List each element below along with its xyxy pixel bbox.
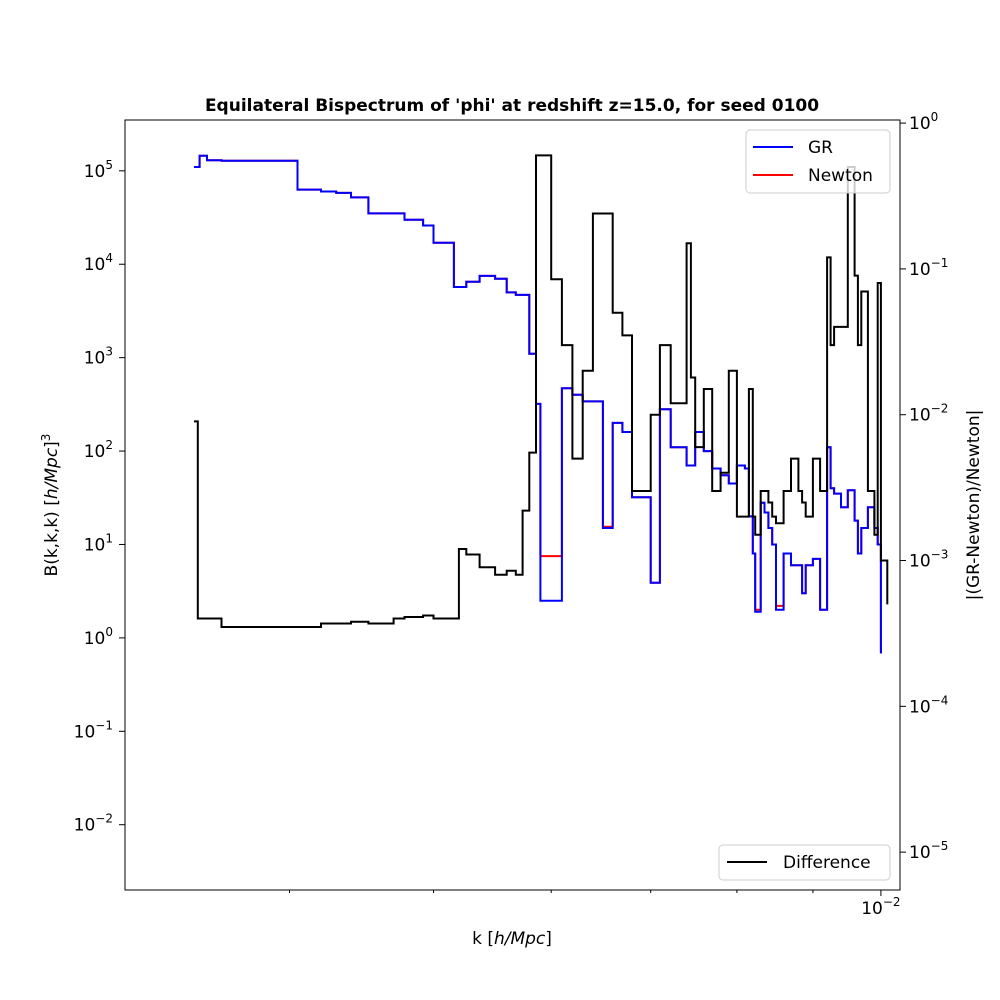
y-left-axis-label: B(k,k,k) [h/Mpc]3	[39, 434, 62, 577]
legend-gr-label: GR	[808, 138, 833, 158]
y-left-tick-label: 10−1	[74, 718, 113, 742]
y-right-axis-label: |(GR-Newton)/Newton|	[964, 410, 984, 601]
y-left-tick-label: 100	[84, 625, 113, 649]
x-axis-label: k [h/Mpc]	[472, 929, 552, 949]
legend-difference-label: Difference	[783, 853, 871, 873]
y-right-tick-label: 100	[909, 110, 938, 134]
x-axis: 10−2	[289, 890, 901, 919]
y-right-tick-label: 10−5	[909, 839, 948, 863]
y-left-tick-label: 102	[84, 438, 113, 462]
legend-upper-right: GR Newton	[745, 129, 891, 194]
plot-area	[124, 119, 901, 891]
series-line-difference	[194, 154, 889, 628]
series-layer	[194, 154, 889, 654]
series-line-gr	[194, 154, 882, 654]
legend-upper-right-box	[745, 129, 891, 194]
y-right-tick-label: 10−1	[909, 256, 948, 280]
chart-title: Equilateral Bispectrum of 'phi' at redsh…	[205, 96, 819, 116]
x-tick-label: 10−2	[861, 895, 900, 919]
y-left-tick-label: 104	[84, 251, 113, 275]
y-right-tick-label: 10−3	[909, 548, 948, 572]
legend-newton-label: Newton	[808, 166, 873, 186]
y-right-axis: 10−5 10−4 10−3 10−2 10−1 100	[900, 110, 948, 863]
y-left-tick-label: 103	[84, 345, 113, 369]
y-left-tick-label: 10−2	[74, 812, 113, 836]
y-right-tick-label: 10−2	[909, 402, 948, 426]
y-left-tick-label: 105	[84, 158, 113, 182]
legend-lower-right: Difference	[718, 844, 891, 881]
plot-frame	[124, 119, 901, 891]
y-left-tick-label: 101	[84, 531, 113, 555]
legend-lower-right-box	[718, 844, 891, 881]
y-right-tick-label: 10−4	[909, 693, 948, 717]
y-left-axis: 10−2 10−1 100 101 102 103 104 105	[74, 158, 125, 836]
